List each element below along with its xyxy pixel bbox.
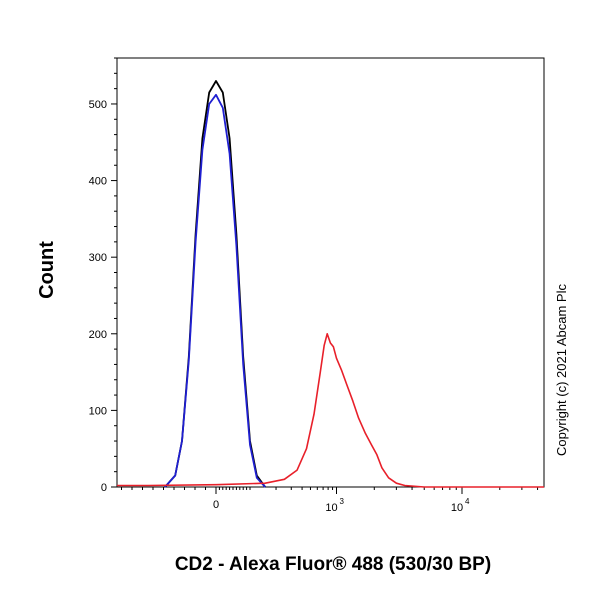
y-axis: 0 100 200 300 400 500	[89, 57, 117, 494]
x-tick-label: 10	[325, 502, 337, 514]
x-axis-label: CD2 - Alexa Fluor® 488 (530/30 BP)	[175, 554, 491, 575]
series-line-3	[117, 333, 544, 488]
y-tick-label: 500	[89, 99, 107, 111]
copyright-text: Copyright (c) 2021 Abcam Plc	[554, 284, 569, 456]
y-tick-label: 300	[89, 252, 107, 264]
x-tick-label: 10	[451, 502, 463, 514]
y-tick-label: 0	[101, 482, 107, 494]
series-line-2	[164, 93, 266, 488]
x-tick-exponent: 4	[465, 497, 470, 506]
x-tick-label: 0	[213, 499, 219, 511]
x-tick-exponent: 3	[340, 497, 345, 506]
y-axis-label: Count	[36, 241, 58, 299]
plot-frame	[116, 57, 545, 488]
y-tick-label: 400	[89, 176, 107, 188]
series-group	[117, 80, 544, 488]
y-tick-label: 100	[89, 405, 107, 417]
y-tick-label: 200	[89, 329, 107, 341]
series-line-1	[164, 80, 266, 488]
